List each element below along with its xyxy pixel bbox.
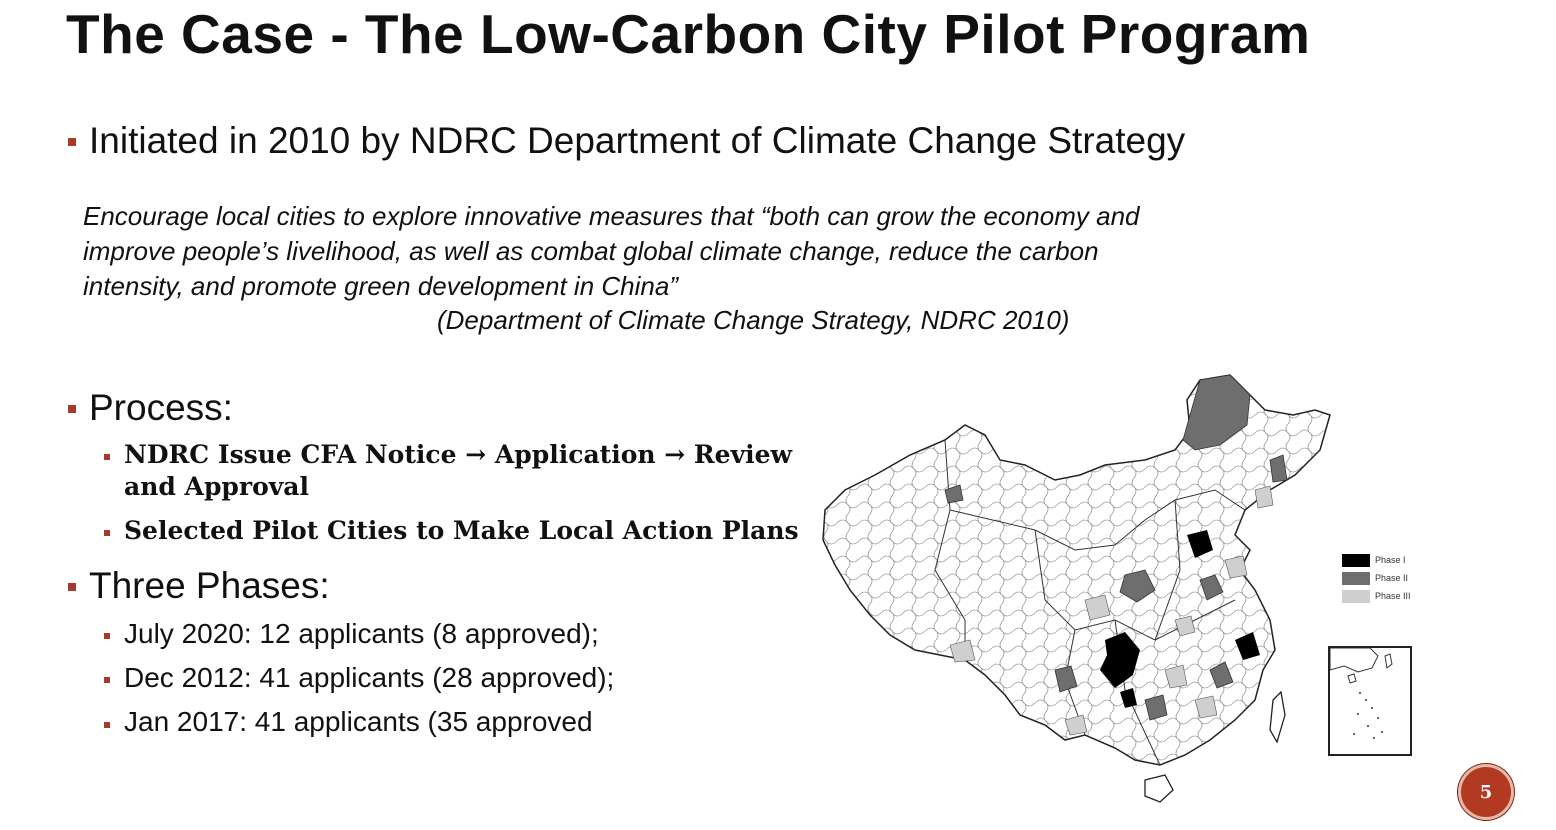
map-legend: Phase I Phase II Phase III: [1342, 551, 1411, 605]
slide-title: The Case - The Low-Carbon City Pilot Pro…: [66, 3, 1311, 65]
initiated-text: Initiated in 2010 by NDRC Department of …: [89, 120, 1186, 161]
phases-heading: Three Phases:: [89, 565, 330, 606]
china-pilot-map: [822, 374, 1331, 803]
legend-swatch: [1342, 571, 1370, 585]
south-china-sea-inset: [1328, 646, 1412, 756]
legend-item: Phase I: [1342, 551, 1411, 569]
hainan-island: [1144, 774, 1174, 803]
phase-ii-regions: [944, 374, 1288, 721]
legend-swatch: [1342, 589, 1370, 603]
sub-bullet-marker: [104, 530, 110, 536]
page-number-badge: 5: [1458, 764, 1514, 820]
phase-item-1: July 2020: 12 applicants (8 approved);: [124, 618, 599, 649]
taiwan-island: [1269, 690, 1286, 744]
inset-islands: [1329, 647, 1393, 739]
bullet-marker: [68, 405, 76, 413]
sub-bullet-marker: [104, 454, 110, 460]
bullet-marker: [68, 138, 76, 146]
bullet-marker: [68, 583, 76, 591]
quote-line: Encourage local cities to explore innova…: [83, 201, 1140, 231]
sub-bullet-marker: [104, 633, 110, 639]
legend-label: Phase III: [1375, 591, 1411, 601]
phase-item-3: Jan 2017: 41 applicants (35 approved: [124, 706, 593, 737]
sub-bullet-marker: [104, 722, 110, 728]
legend-swatch: [1342, 553, 1370, 567]
legend-label: Phase I: [1375, 555, 1406, 565]
phase-iii-regions: [949, 485, 1274, 736]
legend-item: Phase III: [1342, 587, 1411, 605]
quote-block: Encourage local cities to explore innova…: [83, 199, 1303, 304]
quote-source: (Department of Climate Change Strategy, …: [437, 305, 1070, 335]
legend-item: Phase II: [1342, 569, 1411, 587]
process-heading: Process:: [89, 387, 233, 428]
process-step-2: Selected Pilot Cities to Make Local Acti…: [124, 516, 799, 545]
legend-label: Phase II: [1375, 573, 1409, 583]
phase-i-regions: [1100, 530, 1260, 708]
phase-item-2: Dec 2012: 41 applicants (28 approved);: [124, 662, 615, 693]
process-step-1-cont: and Approval: [124, 472, 309, 501]
sub-bullet-marker: [104, 677, 110, 683]
process-step-1: NDRC Issue CFA Notice → Application → Re…: [124, 440, 793, 469]
quote-line: improve people’s livelihood, as well as …: [83, 236, 1099, 266]
quote-line: intensity, and promote green development…: [83, 271, 678, 301]
